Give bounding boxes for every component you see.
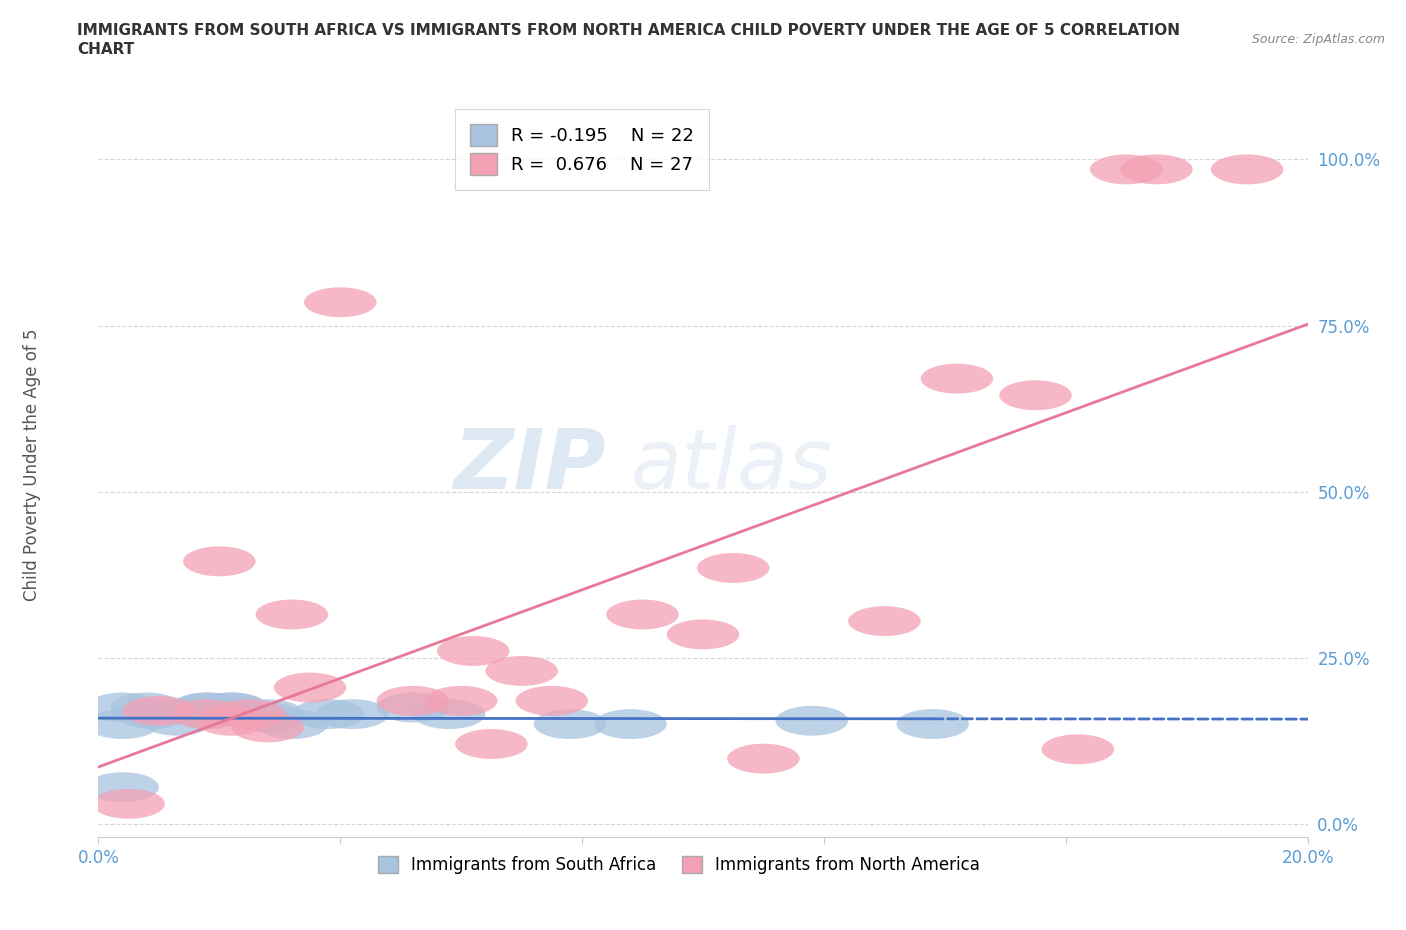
Ellipse shape [1042, 735, 1114, 764]
Ellipse shape [232, 712, 304, 742]
Ellipse shape [172, 699, 243, 729]
Ellipse shape [1211, 154, 1284, 184]
Ellipse shape [172, 699, 243, 729]
Ellipse shape [516, 686, 588, 716]
Ellipse shape [232, 702, 304, 733]
Ellipse shape [425, 686, 498, 716]
Ellipse shape [214, 699, 285, 729]
Ellipse shape [86, 772, 159, 802]
Ellipse shape [437, 636, 509, 666]
Ellipse shape [195, 706, 267, 736]
Ellipse shape [697, 553, 769, 583]
Text: atlas: atlas [630, 424, 832, 506]
Ellipse shape [485, 656, 558, 686]
Ellipse shape [921, 364, 993, 393]
Ellipse shape [172, 693, 243, 723]
Text: IMMIGRANTS FROM SOUTH AFRICA VS IMMIGRANTS FROM NORTH AMERICA CHILD POVERTY UNDE: IMMIGRANTS FROM SOUTH AFRICA VS IMMIGRAN… [77, 23, 1180, 38]
Ellipse shape [172, 693, 243, 723]
Text: CHART: CHART [77, 42, 135, 57]
Ellipse shape [86, 709, 159, 739]
Ellipse shape [456, 729, 527, 759]
Ellipse shape [1000, 380, 1071, 410]
Ellipse shape [776, 706, 848, 736]
Ellipse shape [183, 547, 256, 577]
Text: Source: ZipAtlas.com: Source: ZipAtlas.com [1251, 33, 1385, 46]
Ellipse shape [304, 287, 377, 317]
Ellipse shape [93, 789, 165, 818]
Ellipse shape [256, 600, 328, 630]
Ellipse shape [897, 709, 969, 739]
Text: ZIP: ZIP [454, 424, 606, 506]
Legend: Immigrants from South Africa, Immigrants from North America: Immigrants from South Africa, Immigrants… [371, 849, 987, 881]
Text: Child Poverty Under the Age of 5: Child Poverty Under the Age of 5 [22, 328, 41, 602]
Ellipse shape [141, 706, 214, 736]
Ellipse shape [413, 699, 485, 729]
Ellipse shape [1121, 154, 1192, 184]
Ellipse shape [1090, 154, 1163, 184]
Ellipse shape [534, 709, 606, 739]
Ellipse shape [666, 619, 740, 649]
Ellipse shape [377, 693, 449, 723]
Ellipse shape [595, 709, 666, 739]
Ellipse shape [122, 696, 195, 725]
Ellipse shape [274, 672, 346, 702]
Ellipse shape [377, 686, 449, 716]
Ellipse shape [727, 744, 800, 774]
Ellipse shape [232, 699, 304, 729]
Ellipse shape [256, 709, 328, 739]
Ellipse shape [111, 693, 183, 723]
Ellipse shape [86, 693, 159, 723]
Ellipse shape [117, 699, 188, 729]
Ellipse shape [606, 600, 679, 630]
Ellipse shape [195, 693, 267, 723]
Ellipse shape [316, 699, 388, 729]
Ellipse shape [848, 606, 921, 636]
Ellipse shape [292, 699, 364, 729]
Ellipse shape [195, 693, 267, 723]
